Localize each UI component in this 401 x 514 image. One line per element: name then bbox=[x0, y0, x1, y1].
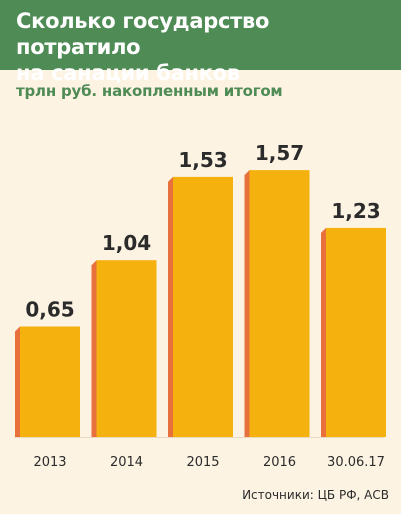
bar-side-0 bbox=[15, 326, 20, 437]
bar-side-4 bbox=[321, 227, 326, 437]
bar-side-1 bbox=[91, 260, 97, 437]
x-tick-label-0: 2013 bbox=[33, 455, 66, 470]
source-note: Источники: ЦБ РФ, АСВ bbox=[242, 488, 389, 502]
value-label-4: 1,23 bbox=[331, 199, 380, 223]
header-banner: Сколько государство потратило на санации… bbox=[0, 0, 401, 85]
bar-side-2 bbox=[168, 176, 173, 437]
chart-title: Сколько государство потратило на санации… bbox=[16, 8, 391, 86]
x-tick-label-2: 2015 bbox=[186, 455, 219, 470]
x-tick-label-1: 2014 bbox=[110, 455, 143, 470]
bar-3 bbox=[249, 170, 310, 437]
bar-side-3 bbox=[244, 170, 250, 437]
bar-1 bbox=[96, 260, 157, 437]
chart-title-line-2: на санации банков bbox=[16, 61, 240, 85]
x-tick-label-3: 2016 bbox=[263, 455, 296, 470]
value-label-2: 1,53 bbox=[178, 148, 227, 172]
x-tick-label-4: 30.06.17 bbox=[327, 455, 385, 470]
value-label-3: 1,57 bbox=[255, 141, 304, 165]
bar-0 bbox=[20, 326, 80, 437]
chart-subtitle: трлн руб. накопленным итогом bbox=[16, 82, 283, 100]
value-label-1: 1,04 bbox=[102, 231, 151, 255]
value-label-0: 0,65 bbox=[25, 298, 74, 322]
chart-title-line-1: Сколько государство потратило bbox=[16, 9, 270, 59]
bar-4 bbox=[326, 227, 386, 437]
bar-2 bbox=[173, 176, 233, 437]
